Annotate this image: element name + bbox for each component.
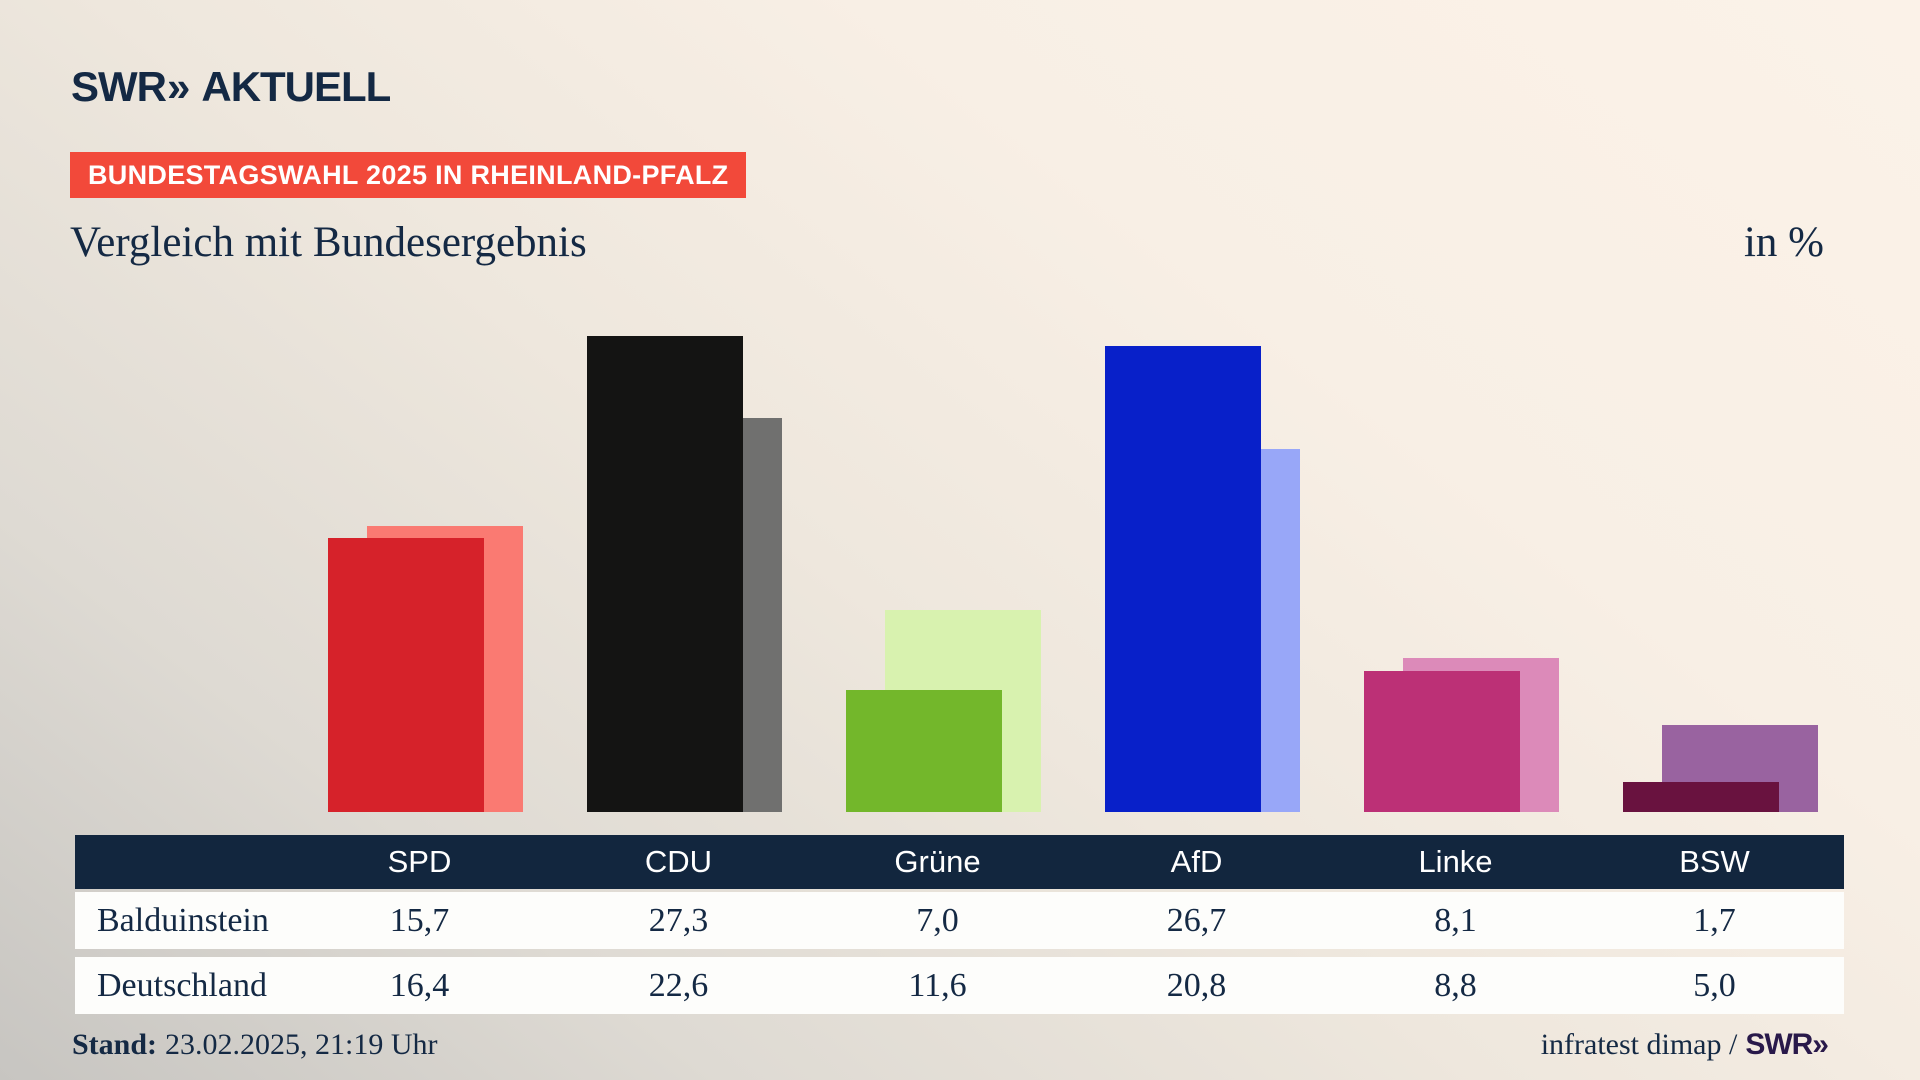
value-bsw-deutschland: 5,0 bbox=[1693, 967, 1736, 1004]
results-table: SPD CDU Grüne AfD Linke BSW Balduinstein 15,7 27… bbox=[75, 835, 1844, 1014]
value-cdu-deutschland: 22,6 bbox=[648, 967, 709, 1004]
value-linke-balduinstein: 8,1 bbox=[1434, 902, 1477, 939]
chart-title: Vergleich mit Bundesergebnis bbox=[70, 219, 587, 266]
logo-brand-text: SWR bbox=[71, 63, 167, 110]
bar-linke-balduinstein bbox=[1363, 671, 1520, 812]
table-row-deutschland: Deutschland 16,4 22,6 11,6 20,8 8,8 5,0 bbox=[75, 957, 1844, 1014]
value-afd-balduinstein: 26,7 bbox=[1166, 902, 1227, 939]
value-spd-deutschland: 16,4 bbox=[389, 967, 450, 1004]
stand-value: 23.02.2025, 21:19 Uhr bbox=[165, 1028, 438, 1061]
source-credit: infratest dimap / SWR» bbox=[1540, 1028, 1829, 1062]
logo-suffix-text: AKTUELL bbox=[201, 63, 391, 110]
value-linke-deutschland: 8,8 bbox=[1434, 967, 1477, 1004]
bar-grüne-balduinstein bbox=[845, 690, 1002, 812]
grouped-bar-chart bbox=[75, 280, 1844, 812]
value-grüne-deutschland: 11,6 bbox=[908, 967, 967, 1004]
bar-afd-balduinstein bbox=[1104, 346, 1261, 812]
column-header-grüne: Grüne bbox=[894, 844, 981, 879]
value-cdu-balduinstein: 27,3 bbox=[648, 902, 709, 939]
bar-bsw-balduinstein bbox=[1622, 782, 1779, 812]
value-grüne-balduinstein: 7,0 bbox=[916, 902, 959, 939]
table-header-row: SPD CDU Grüne AfD Linke BSW bbox=[75, 835, 1844, 889]
swr-aktuell-logo: SWR» AKTUELL bbox=[71, 63, 391, 110]
swr-brand-logo: SWR» bbox=[1745, 1028, 1829, 1061]
column-header-spd: SPD bbox=[387, 844, 452, 879]
row-label: Deutschland bbox=[97, 967, 267, 1004]
table-row-balduinstein: Balduinstein 15,7 27,3 7,0 26,7 8,1 1,7 bbox=[75, 892, 1844, 949]
bar-cdu-balduinstein bbox=[586, 336, 743, 812]
value-afd-deutschland: 20,8 bbox=[1166, 967, 1227, 1004]
timestamp: Stand: 23.02.2025, 21:19 Uhr bbox=[72, 1028, 438, 1062]
election-badge: BUNDESTAGSWAHL 2025 IN RHEINLAND-PFALZ bbox=[70, 152, 747, 198]
column-header-cdu: CDU bbox=[644, 844, 713, 879]
row-label: Balduinstein bbox=[97, 902, 269, 939]
column-header-afd: AfD bbox=[1170, 844, 1223, 879]
column-header-bsw: BSW bbox=[1679, 844, 1750, 879]
bar-spd-balduinstein bbox=[327, 538, 484, 812]
value-spd-balduinstein: 15,7 bbox=[389, 902, 450, 939]
table-corner-cell bbox=[75, 835, 290, 889]
source-text: infratest dimap / bbox=[1540, 1028, 1738, 1061]
column-header-linke: Linke bbox=[1418, 844, 1493, 879]
unit-label: in % bbox=[1743, 219, 1824, 266]
logo-chevrons-icon: » bbox=[167, 63, 190, 110]
value-bsw-balduinstein: 1,7 bbox=[1693, 902, 1736, 939]
stand-label: Stand: bbox=[72, 1028, 158, 1061]
